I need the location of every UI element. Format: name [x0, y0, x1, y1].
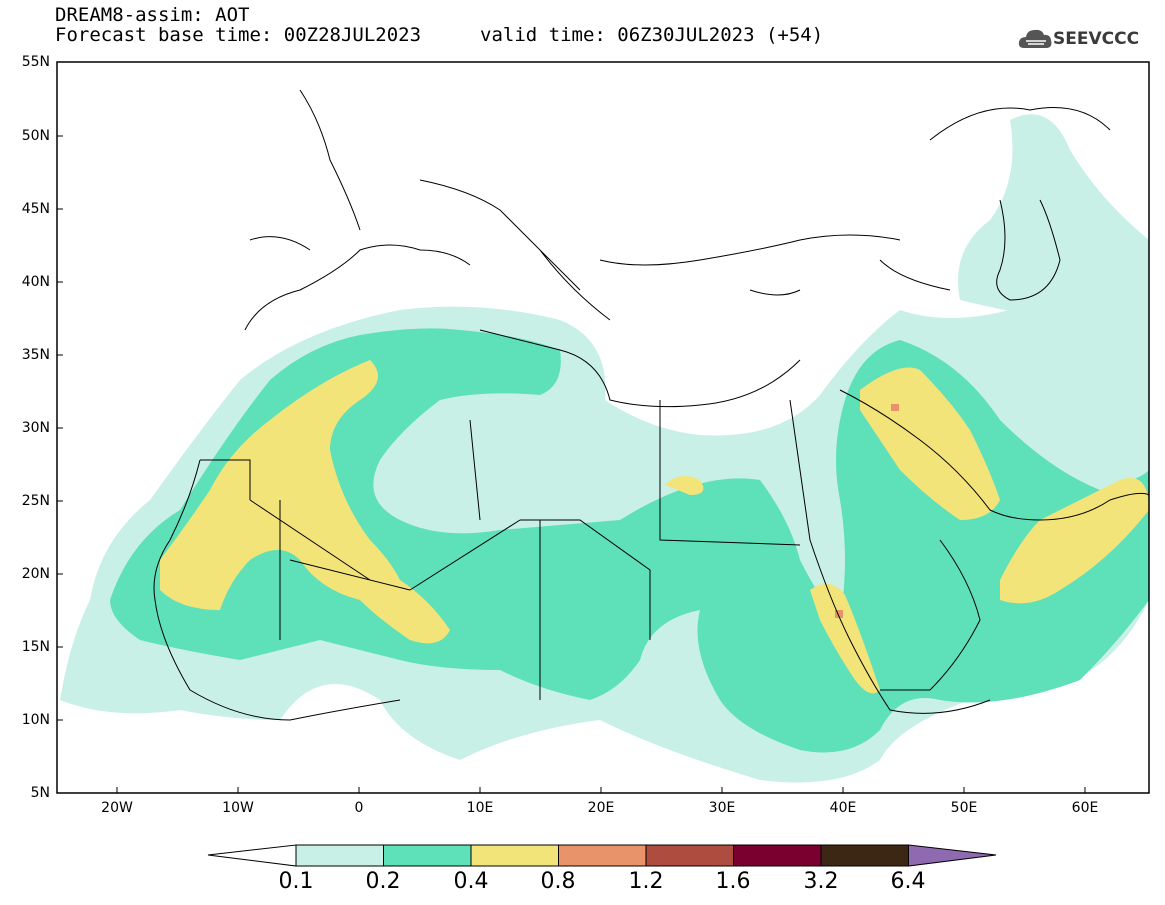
lat-label-50n: 50N — [21, 128, 50, 144]
aot-contour-0.8-iraq — [891, 404, 899, 411]
colorbar-bin-2 — [383, 844, 472, 867]
valid-time: valid time: 06Z30JUL2023 (+54) — [480, 24, 824, 46]
lat-label-20n: 20N — [21, 566, 50, 582]
lat-label-40n: 40N — [21, 274, 50, 290]
lon-label-20w: 20W — [101, 800, 133, 816]
coastlines — [153, 89, 1149, 721]
aot-contour-0.4-redsea — [810, 583, 880, 694]
colorbar-bin-5 — [645, 844, 734, 867]
aot-field — [60, 114, 1149, 783]
colorbar-bin-6 — [733, 844, 822, 867]
lon-label-10w: 10W — [222, 800, 254, 816]
lon-label-0: 0 — [354, 800, 364, 816]
lat-label-55n: 55N — [21, 54, 50, 70]
lat-label-35n: 35N — [21, 347, 50, 363]
colorbar-label-3.2: 3.2 — [803, 869, 839, 894]
colorbar-bin-1 — [295, 844, 384, 867]
lat-label-45n: 45N — [21, 201, 50, 217]
colorbar-bin-7 — [820, 844, 909, 867]
lat-label-30n: 30N — [21, 420, 50, 436]
colorbar-high-arrow — [908, 844, 997, 867]
aot-contour-0.8-eritrea — [835, 610, 843, 618]
colorbar — [207, 844, 997, 867]
colorbar-label-0.1: 0.1 — [278, 869, 314, 894]
lat-label-10n: 10N — [21, 712, 50, 728]
lon-label-40e: 40E — [829, 800, 857, 816]
lon-label-10e: 10E — [466, 800, 494, 816]
colorbar-label-0.2: 0.2 — [365, 869, 401, 894]
aot-contour-0.4-sahara — [160, 360, 450, 644]
lat-label-15n: 15N — [21, 639, 50, 655]
forecast-base-time: Forecast base time: 00Z28JUL2023 — [55, 24, 422, 46]
map-title: DREAM8-assim: AOT — [55, 4, 250, 26]
colorbar-bin-4 — [558, 844, 647, 867]
lon-label-20e: 20E — [587, 800, 615, 816]
colorbar-label-0.4: 0.4 — [453, 869, 489, 894]
lon-label-30e: 30E — [708, 800, 736, 816]
colorbar-label-1.6: 1.6 — [715, 869, 751, 894]
lon-label-50e: 50E — [950, 800, 978, 816]
colorbar-low-arrow — [207, 844, 297, 867]
lat-label-5n: 5N — [30, 785, 50, 801]
logo-text: SEEVCCC — [1053, 29, 1140, 49]
colorbar-label-6.4: 6.4 — [890, 869, 926, 894]
aot-contour-0.4-libya — [665, 476, 704, 495]
colorbar-bin-3 — [470, 844, 559, 867]
colorbar-label-1.2: 1.2 — [628, 869, 664, 894]
axis-ticks — [57, 61, 1086, 793]
lat-label-25n: 25N — [21, 493, 50, 509]
lon-label-60e: 60E — [1071, 800, 1099, 816]
aot-contour-0.1-caspian — [958, 114, 1149, 331]
aot-contour-0.4-arabia — [1000, 478, 1149, 604]
colorbar-label-0.8: 0.8 — [540, 869, 576, 894]
cloud-logo-icon — [1018, 29, 1052, 48]
